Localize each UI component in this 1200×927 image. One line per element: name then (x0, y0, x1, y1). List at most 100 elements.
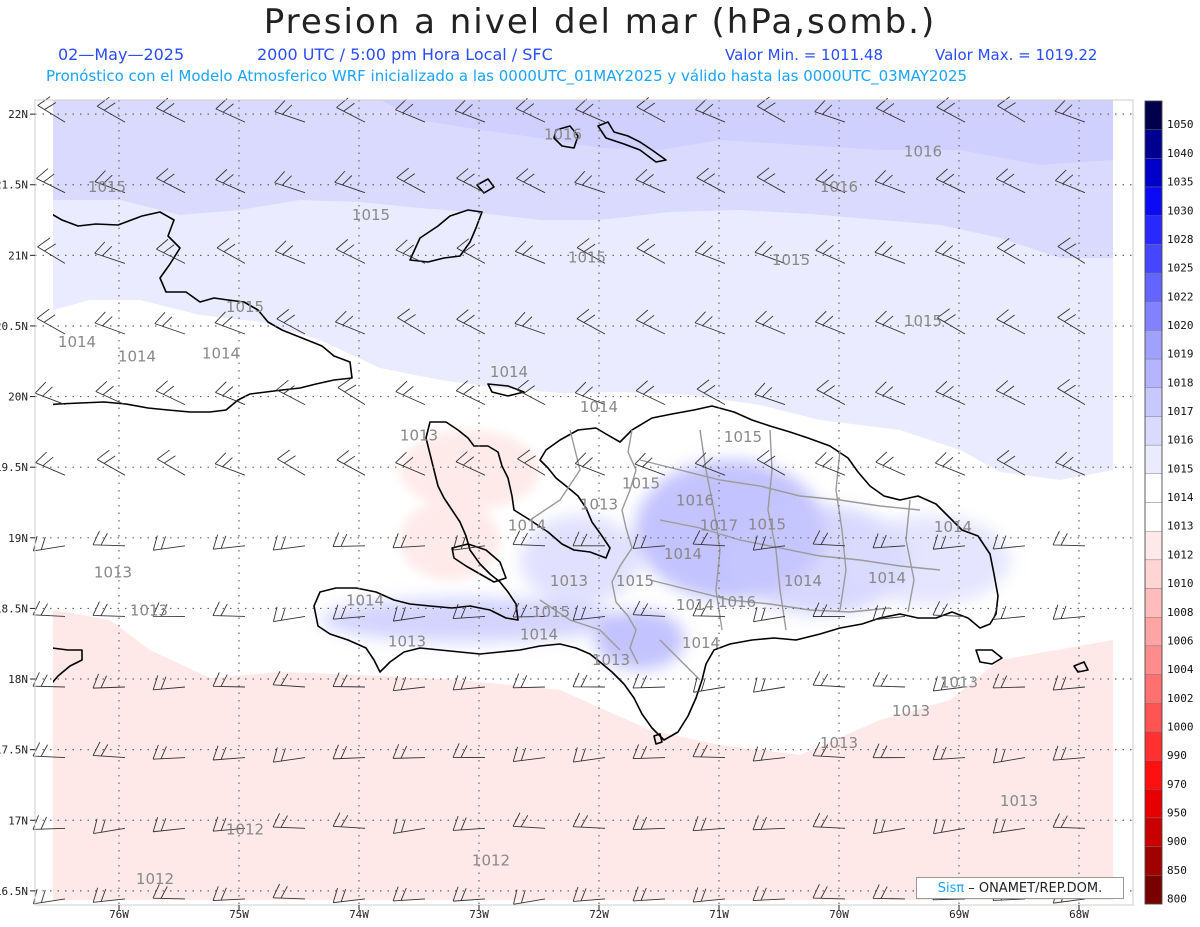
wind-barb-staff (874, 169, 906, 194)
wind-barb-staff (875, 381, 906, 406)
wind-barb (694, 311, 726, 335)
colorbar-label: 1014 (1167, 491, 1194, 504)
wind-barb (152, 602, 186, 617)
wind-barb (515, 240, 546, 264)
lat-tick-label: 19N (8, 532, 28, 545)
wind-barb (95, 380, 126, 406)
wind-barb-staff (693, 677, 726, 693)
province-lines-10 (659, 639, 701, 681)
isobar-label: 1012 (472, 851, 510, 869)
wind-barb-staff (694, 452, 726, 476)
wind-barb (1057, 308, 1086, 335)
wind-barb (212, 672, 246, 688)
wind-barb-staff (872, 743, 906, 759)
wind-barb-staff (692, 816, 726, 832)
wind-barb-staff (752, 677, 786, 693)
wind-barb (756, 449, 786, 476)
isobar-label: 1014 (202, 344, 240, 362)
shade-east (850, 515, 1010, 605)
wind-barb (692, 601, 726, 617)
credit-box: Sisπ – ONAMET/REP.DOM. (916, 877, 1124, 899)
wind-barb (274, 171, 306, 194)
wind-barb-staff (452, 535, 486, 551)
wind-barb-staff (392, 606, 426, 622)
wind-barb-staff (1057, 378, 1086, 405)
isobar-label: 1014 (580, 398, 618, 416)
wind-barb (572, 747, 606, 763)
wind-barb-staff (152, 884, 186, 900)
wind-barb (692, 530, 726, 547)
wind-barb-staff (814, 100, 846, 123)
wind-barb-staff (335, 239, 366, 264)
wind-barb-staff (212, 745, 246, 761)
wind-barb (157, 449, 186, 476)
wind-barb-staff (512, 602, 546, 618)
wind-barb (1052, 604, 1086, 620)
wind-barb (872, 884, 906, 900)
wind-barb (636, 238, 666, 264)
wind-barb-staff (92, 530, 126, 547)
wind-barb (452, 743, 486, 759)
wind-barb (1055, 451, 1086, 476)
forecast-time-info: 2000 UTC / 5:00 pm Hora Local / SFC (257, 45, 553, 64)
wind-barb-staff (1052, 675, 1086, 691)
wind-barb-staff (332, 672, 366, 688)
colorbar-swatch (1144, 760, 1163, 790)
wind-barb (993, 747, 1026, 764)
lon-tick-label: 74W (349, 908, 369, 921)
isobar-label: 1013 (592, 651, 630, 669)
wind-barb-staff (92, 673, 126, 689)
wind-barb (1057, 237, 1086, 264)
wind-barb (992, 673, 1026, 689)
wind-barb (872, 605, 906, 621)
wind-barb (512, 673, 546, 689)
isobar-label: 1016 (820, 178, 858, 196)
colorbar-label: 1016 (1167, 434, 1194, 447)
wind-barb-staff (276, 309, 306, 335)
wind-barb (753, 606, 786, 623)
wind-barb-staff (32, 815, 66, 830)
wind-barb (752, 535, 786, 551)
wind-barb (635, 309, 666, 335)
wind-barb-staff (996, 450, 1026, 476)
wind-barb (395, 451, 426, 476)
wind-barb-staff (152, 535, 186, 551)
wind-barb (575, 98, 606, 123)
coast-hispaniola (313, 405, 999, 741)
wind-barb-staff (692, 887, 726, 903)
wind-barb-staff (995, 168, 1026, 194)
wind-barb (216, 238, 246, 264)
wind-barb-staff (932, 676, 966, 692)
wind-barb-staff (874, 240, 906, 264)
colorbar: 1050 1040 1035 1030 1028 1025 1022 1020 1019 1018… (1144, 100, 1194, 906)
wind-barb (96, 449, 126, 476)
colorbar-swatch (1144, 358, 1163, 388)
wind-barb (332, 672, 366, 688)
credit-brand: Sisπ (937, 880, 965, 896)
province-lines-3 (649, 579, 891, 613)
isobar-label: 1015 (226, 298, 264, 316)
colorbar-swatch (1144, 129, 1163, 159)
wind-barb (632, 886, 666, 902)
wind-barb-staff (452, 675, 486, 691)
wind-barb (35, 451, 66, 476)
wind-barb-staff (156, 238, 186, 264)
wind-barbs (32, 96, 1086, 905)
wind-barb (754, 240, 786, 264)
colorbar-label: 1010 (1167, 577, 1194, 590)
wind-barb-staff (157, 449, 186, 476)
lat-tick-label: 19.5N (0, 461, 28, 474)
province-lines-8 (529, 429, 581, 521)
wind-barb (696, 167, 726, 194)
isobar-label: 1016 (904, 142, 942, 160)
shade-gulf-gonave (400, 500, 500, 580)
wind-barb (814, 100, 846, 123)
wind-barb-staff (94, 170, 126, 194)
lat-tick-label: 17N (8, 814, 28, 827)
wind-barb-staff (992, 818, 1026, 834)
wind-barb-staff (572, 605, 606, 621)
wind-barb (36, 168, 66, 194)
wind-barb-staff (335, 310, 366, 335)
wind-barb (456, 238, 486, 264)
isobar-label: 1016 (676, 491, 714, 509)
